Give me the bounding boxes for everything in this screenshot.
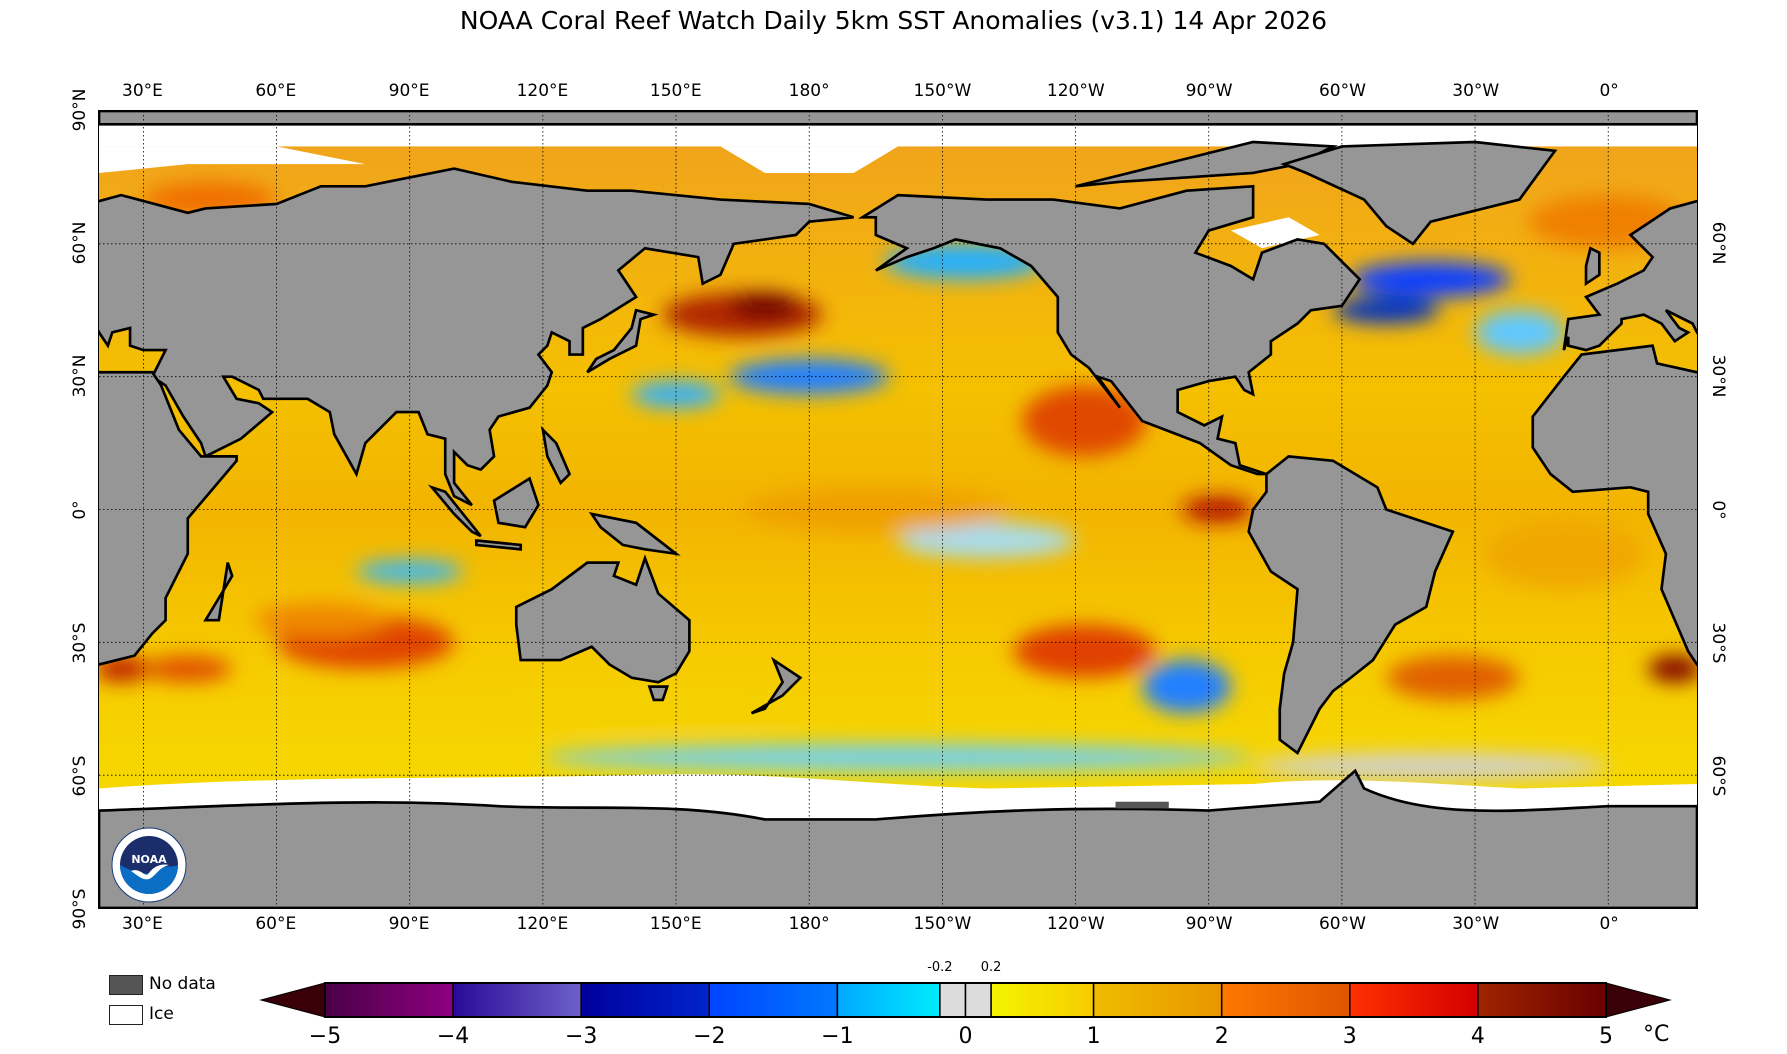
- longitude-label: 120°E: [516, 81, 569, 101]
- colorbar-minor-tick-label: -0.2: [927, 960, 953, 975]
- colorbar-segment: [990, 982, 1095, 1018]
- colorbar-tick-label: 4: [1470, 1024, 1485, 1049]
- longitude-label: 30°E: [122, 914, 163, 934]
- latitude-label: 90°N: [70, 88, 90, 132]
- longitude-label: 150°E: [649, 81, 702, 101]
- colorbar-segment: [1092, 982, 1223, 1018]
- longitude-label: 0°: [1599, 914, 1619, 934]
- land-masses: [99, 111, 1697, 908]
- colorbar-segment: [836, 982, 941, 1018]
- longitude-label: 60°W: [1318, 914, 1366, 934]
- longitude-label: 30°W: [1452, 81, 1500, 101]
- longitude-label: 180°: [788, 914, 830, 934]
- latitude-label: 30°N: [1708, 354, 1728, 398]
- colorbar-tick-label: 3: [1342, 1024, 1357, 1049]
- longitude-label: 0°: [1599, 81, 1619, 101]
- colorbar-extend-low: [259, 982, 326, 1018]
- colorbar-frame: [324, 982, 1607, 1018]
- longitude-label: 150°E: [649, 914, 702, 934]
- colorbar-unit: °C: [1643, 1022, 1670, 1047]
- longitude-label: 120°W: [1046, 81, 1105, 101]
- colorbar-tick-label: −1: [821, 1024, 854, 1049]
- colorbar-tick-label: 2: [1214, 1024, 1229, 1049]
- colorbar-minor-tick-label: 0.2: [980, 960, 1002, 975]
- longitude-label: 90°E: [388, 81, 430, 101]
- latitude-label: 60°S: [70, 755, 90, 797]
- latitude-label: 60°N: [1708, 221, 1728, 265]
- latitude-label: 60°S: [1708, 755, 1728, 797]
- latitude-label: 0°: [70, 499, 90, 520]
- longitude-label: 60°E: [255, 914, 297, 934]
- colorbar-segment: [708, 982, 839, 1018]
- latitude-label: 60°N: [70, 221, 90, 265]
- colorbar-segment: [1220, 982, 1351, 1018]
- colorbar-tick-label: 0: [958, 1024, 973, 1049]
- longitude-label: 60°W: [1318, 81, 1366, 101]
- latitude-label: 30°S: [70, 622, 90, 664]
- ice-swatch: [109, 1005, 143, 1025]
- longitude-label: 90°E: [388, 914, 430, 934]
- colorbar-segment: [1349, 982, 1479, 1018]
- no-data-label: No data: [149, 974, 216, 994]
- no-data-areas: [1115, 801, 1169, 809]
- colorbar-segment: [452, 982, 582, 1018]
- longitude-label: 150°W: [913, 914, 972, 934]
- colorbar-segment: [324, 982, 454, 1018]
- graticule: [99, 111, 1697, 908]
- colorbar-extend-high: [1605, 982, 1672, 1018]
- sst-anomaly-map: [98, 110, 1698, 909]
- colorbar-segment: [939, 982, 967, 1018]
- noaa-logo: NOAA: [111, 827, 187, 903]
- latitude-label: 0°: [1708, 499, 1728, 520]
- svg-text:NOAA: NOAA: [131, 853, 167, 866]
- longitude-label: 90°W: [1185, 81, 1233, 101]
- longitude-label: 120°W: [1046, 914, 1105, 934]
- no-data-swatch: [109, 975, 143, 995]
- colorbar-tick-label: −4: [436, 1024, 470, 1049]
- latitude-label: 30°S: [1708, 622, 1728, 664]
- colorbar-segment: [964, 982, 992, 1018]
- longitude-label: 150°W: [913, 81, 972, 101]
- ice-label: Ice: [149, 1004, 174, 1024]
- colorbar-segment: [1477, 982, 1607, 1018]
- latitude-label: 30°N: [70, 354, 90, 398]
- chart-title: NOAA Coral Reef Watch Daily 5km SST Anom…: [459, 6, 1328, 35]
- colorbar-tick-label: 1: [1086, 1024, 1101, 1049]
- longitude-label: 60°E: [255, 81, 297, 101]
- longitude-label: 30°E: [122, 81, 163, 101]
- colorbar-segment: [580, 982, 711, 1018]
- latitude-label: 90°S: [70, 888, 90, 930]
- longitude-label: 30°W: [1452, 914, 1500, 934]
- colorbar-tick-label: −5: [308, 1024, 342, 1049]
- colorbar-tick-label: 5: [1599, 1024, 1613, 1049]
- longitude-label: 180°: [788, 81, 830, 101]
- longitude-label: 120°E: [516, 914, 569, 934]
- colorbar-tick-label: −3: [564, 1024, 598, 1049]
- colorbar-tick-label: −2: [693, 1024, 726, 1049]
- longitude-label: 90°W: [1185, 914, 1233, 934]
